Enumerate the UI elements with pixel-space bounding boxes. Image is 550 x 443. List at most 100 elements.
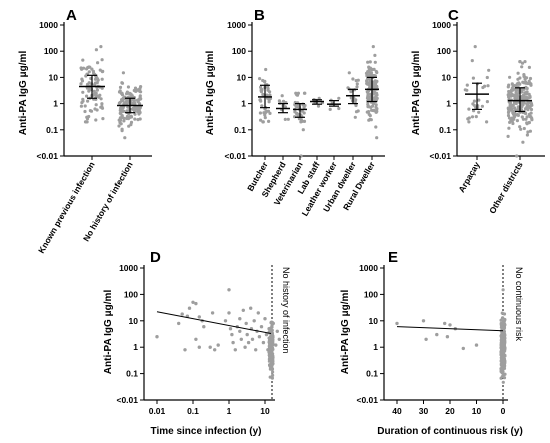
data-point [210, 311, 215, 315]
data-point [506, 106, 510, 110]
data-point [474, 343, 479, 347]
data-point [506, 85, 510, 89]
summary-a [79, 74, 143, 114]
data-point [227, 288, 231, 292]
data-point [522, 96, 526, 100]
data-point [465, 83, 469, 87]
data-point [374, 69, 378, 74]
data-point [270, 364, 274, 368]
y-tick-label: 100 [232, 46, 246, 56]
data-point [100, 77, 104, 81]
data-point [271, 370, 275, 374]
data-point [79, 104, 83, 108]
data-point [132, 98, 136, 102]
data-point [470, 115, 475, 119]
data-point [502, 321, 506, 325]
data-point [527, 65, 532, 69]
data-point [263, 317, 267, 321]
data-point [130, 107, 134, 111]
y-tick-label: 1000 [359, 263, 378, 273]
data-point [122, 119, 126, 123]
data-point [424, 337, 428, 341]
data-point [92, 71, 96, 75]
data-point [250, 337, 255, 341]
data-point [515, 119, 520, 123]
data-point [270, 328, 274, 332]
data-point [208, 345, 212, 349]
data-point [92, 92, 96, 96]
data-point [133, 117, 137, 121]
data-point [89, 109, 94, 113]
data-point [238, 329, 242, 333]
data-point [264, 110, 268, 114]
data-point [271, 354, 275, 359]
data-point [435, 332, 439, 337]
data-point [100, 106, 105, 110]
data-point [123, 136, 127, 140]
x-ticks-c: Arpaçay Other districts [456, 156, 525, 215]
data-point [155, 335, 159, 339]
data-point [302, 119, 307, 123]
data-point [421, 319, 426, 323]
data-point [500, 339, 504, 343]
data-point [241, 308, 245, 312]
y-tick-label: <0.01 [429, 151, 451, 161]
data-point [101, 69, 105, 73]
data-point [79, 66, 83, 70]
data-point [95, 81, 99, 85]
data-point [485, 100, 489, 104]
data-point [528, 129, 533, 133]
data-point [296, 91, 300, 95]
data-point [238, 317, 242, 321]
y-ticks-d: 1000 100 10 1 0.1 <0.01 [116, 263, 144, 405]
data-point [277, 337, 281, 341]
data-point [366, 90, 370, 94]
data-point [501, 369, 505, 373]
data-point [525, 86, 529, 91]
data-point [373, 53, 377, 58]
data-point [474, 115, 478, 119]
data-point [134, 89, 138, 93]
data-point [523, 107, 528, 111]
data-point [523, 60, 527, 64]
data-point [94, 48, 98, 52]
data-point [252, 319, 256, 323]
data-point [81, 58, 85, 62]
data-point [371, 45, 375, 49]
data-point [351, 77, 355, 81]
data-point [485, 75, 489, 80]
data-point [85, 94, 89, 98]
fit-line-d [156, 311, 272, 335]
y-tick-label: 100 [437, 46, 451, 56]
data-point [501, 329, 505, 333]
data-point [95, 88, 99, 92]
data-point [372, 108, 376, 112]
data-point [511, 103, 515, 107]
data-point [180, 312, 184, 316]
x-ticks-d: 0.01 0.1 1 10 [149, 400, 270, 416]
data-point [187, 306, 192, 310]
data-point [373, 60, 377, 64]
data-point [281, 99, 286, 103]
data-point [337, 96, 341, 100]
data-point [519, 108, 524, 112]
data-point [502, 342, 506, 346]
data-point [470, 59, 474, 63]
data-point [126, 85, 130, 89]
y-tick-label: 0.1 [46, 125, 58, 135]
panel-c: C Anti-PA IgG μg/ml 1000 100 10 1 0.1 <0.01 A… [411, 7, 545, 215]
y-tick-label: 1 [53, 99, 58, 109]
y-ticks-e: 1000 100 10 1 0.1 <0.01 [356, 263, 384, 405]
data-point [194, 337, 198, 341]
x-tick-label: 10 [260, 406, 270, 416]
data-point [136, 100, 140, 104]
data-point [268, 93, 272, 97]
y-tick-label: 1000 [119, 263, 138, 273]
x-tick-label: Arpaçay [456, 160, 482, 194]
data-point [194, 301, 198, 306]
fit-line [156, 311, 272, 335]
data-point [337, 106, 341, 111]
dots-d [155, 288, 281, 380]
data-point [256, 311, 260, 315]
